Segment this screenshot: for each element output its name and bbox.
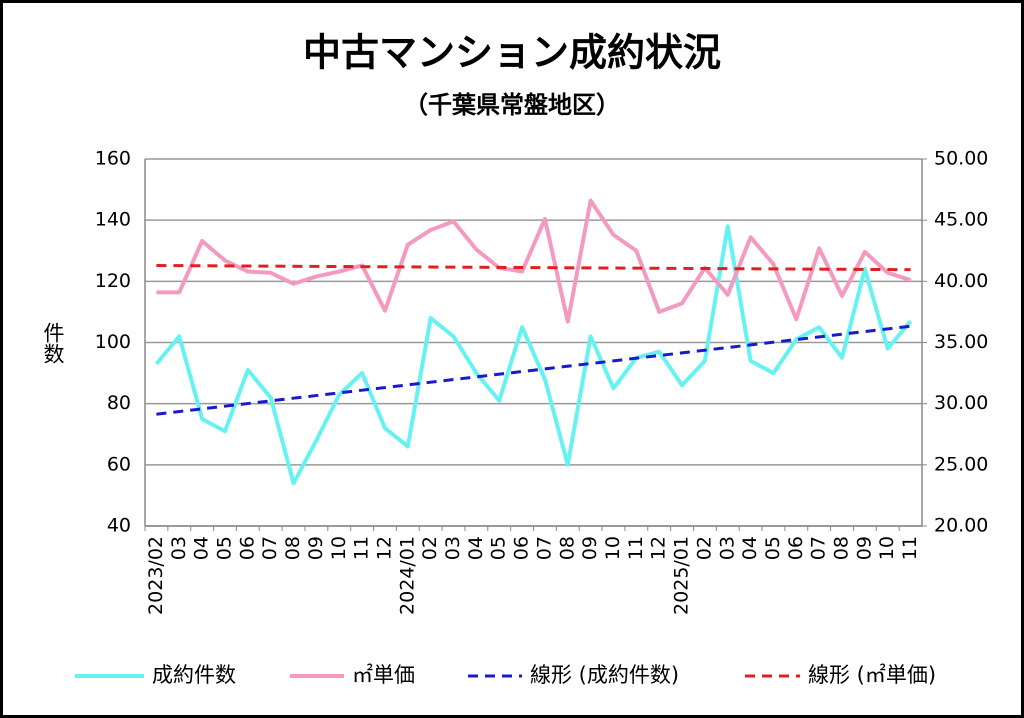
x-tick-label: 08	[282, 536, 304, 560]
y2-tick-label: 30.00	[934, 392, 988, 414]
x-tick-label: 10	[602, 536, 624, 560]
y-tick-label: 60	[107, 453, 131, 475]
x-tick-label: 07	[808, 536, 830, 560]
y-tick-label: 160	[95, 148, 131, 170]
x-tick-label: 09	[305, 536, 327, 560]
x-tick-label: 09	[853, 536, 875, 560]
y2-tick-label: 50.00	[934, 148, 988, 170]
series-line	[154, 224, 913, 486]
x-tick-label: 06	[511, 536, 533, 560]
x-tick-label: 08	[831, 536, 853, 560]
y2-tick-label: 20.00	[934, 515, 988, 537]
chart-title: 中古マンション成約状況	[303, 31, 721, 75]
y2-tick-label: 40.00	[934, 270, 988, 292]
y2-tick-label: 45.00	[934, 209, 988, 231]
x-tick-label: 02	[419, 536, 441, 560]
x-tick-label: 06	[236, 536, 258, 560]
y-axis-label: 件数	[41, 322, 65, 364]
legend-label: ㎡単価	[352, 663, 415, 687]
x-tick-label: 04	[739, 536, 761, 560]
x-tick-label: 03	[442, 536, 464, 560]
x-tick-label: 04	[191, 536, 213, 560]
x-tick-label: 2024/01	[396, 536, 418, 615]
x-tick-label: 07	[259, 536, 281, 560]
legend-label: 線形 (㎡単価)	[808, 663, 936, 687]
x-tick-label: 10	[328, 536, 350, 560]
x-tick-label: 07	[533, 536, 555, 560]
x-tick-label: 03	[168, 536, 190, 560]
y-tick-label: 80	[107, 392, 131, 414]
x-tick-label: 11	[351, 536, 373, 560]
x-tick-label: 11	[625, 536, 647, 560]
y-tick-label: 40	[107, 515, 131, 537]
legend-label: 線形 (成約件数)	[530, 663, 679, 687]
x-tick-label: 09	[579, 536, 601, 560]
y-tick-label: 140	[95, 209, 131, 231]
chart-subtitle: （千葉県常盤地区）	[404, 91, 620, 119]
x-tick-label: 11	[899, 536, 921, 560]
y2-tick-label: 25.00	[934, 453, 988, 475]
x-tick-label: 02	[693, 536, 715, 560]
y-tick-label: 100	[95, 331, 131, 353]
x-tick-label: 06	[785, 536, 807, 560]
trend-line	[156, 264, 911, 272]
x-tick-label: 05	[762, 536, 784, 560]
y2-tick-label: 35.00	[934, 331, 988, 353]
x-tick-label: 03	[716, 536, 738, 560]
x-tick-label: 12	[648, 536, 670, 560]
x-tick-label: 12	[373, 536, 395, 560]
x-tick-label: 04	[465, 536, 487, 560]
x-tick-label: 08	[556, 536, 578, 560]
x-tick-label: 2023/02	[145, 536, 167, 615]
x-tick-label: 2025/01	[671, 536, 693, 615]
x-tick-label: 10	[876, 536, 898, 560]
series-line	[156, 198, 912, 324]
legend-label: 成約件数	[152, 663, 236, 687]
y-tick-label: 120	[95, 270, 131, 292]
x-tick-label: 05	[488, 536, 510, 560]
x-tick-label: 05	[213, 536, 235, 560]
trend-line	[156, 324, 911, 416]
